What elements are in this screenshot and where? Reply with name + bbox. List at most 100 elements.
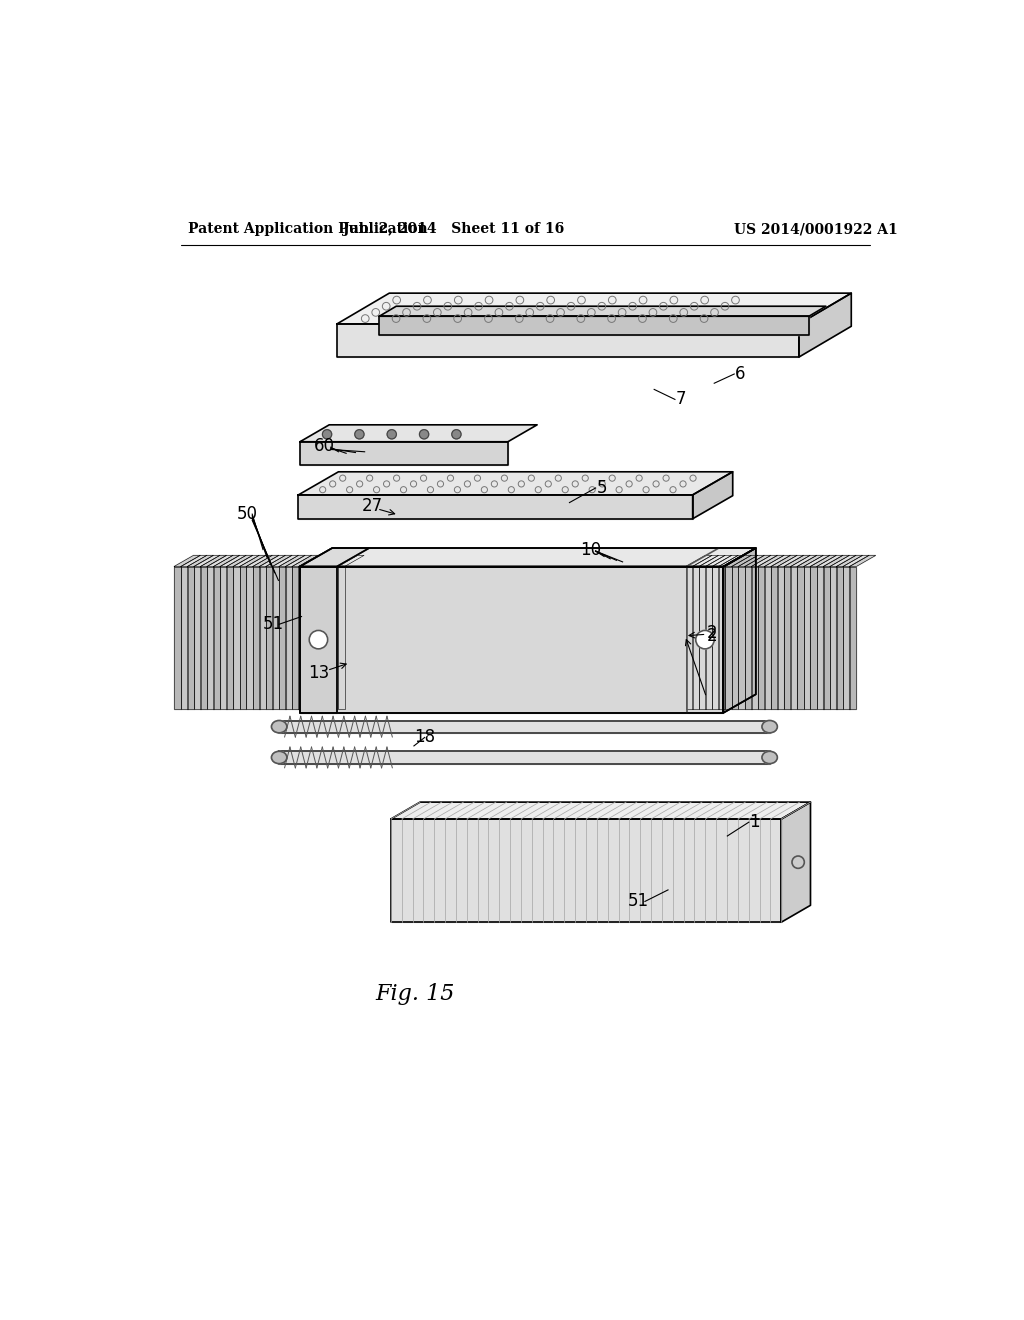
- Polygon shape: [246, 566, 253, 709]
- Circle shape: [387, 430, 396, 440]
- Text: 27: 27: [361, 498, 383, 515]
- Polygon shape: [311, 556, 338, 566]
- Circle shape: [695, 631, 714, 649]
- Polygon shape: [337, 323, 799, 358]
- Polygon shape: [391, 803, 810, 818]
- Polygon shape: [180, 556, 207, 566]
- Polygon shape: [213, 566, 220, 709]
- Text: 5: 5: [597, 479, 607, 496]
- Polygon shape: [305, 556, 332, 566]
- Polygon shape: [719, 556, 744, 566]
- Polygon shape: [686, 566, 692, 709]
- Polygon shape: [325, 566, 332, 709]
- Text: Fig. 15: Fig. 15: [376, 983, 455, 1005]
- Polygon shape: [738, 566, 745, 709]
- Polygon shape: [246, 556, 272, 566]
- Polygon shape: [829, 566, 837, 709]
- Polygon shape: [686, 556, 712, 566]
- Polygon shape: [253, 566, 259, 709]
- Polygon shape: [272, 566, 280, 709]
- Polygon shape: [174, 566, 181, 709]
- Polygon shape: [300, 548, 756, 566]
- Polygon shape: [194, 566, 201, 709]
- Circle shape: [309, 631, 328, 649]
- Polygon shape: [837, 556, 862, 566]
- Polygon shape: [758, 556, 784, 566]
- Polygon shape: [280, 751, 770, 763]
- Polygon shape: [265, 566, 272, 709]
- Polygon shape: [259, 566, 266, 709]
- Polygon shape: [298, 495, 692, 519]
- Polygon shape: [810, 566, 817, 709]
- Polygon shape: [797, 556, 823, 566]
- Circle shape: [323, 430, 332, 440]
- Circle shape: [420, 430, 429, 440]
- Text: 18: 18: [414, 729, 435, 746]
- Polygon shape: [849, 566, 856, 709]
- Polygon shape: [292, 566, 299, 709]
- Polygon shape: [298, 556, 325, 566]
- Polygon shape: [764, 556, 791, 566]
- Polygon shape: [771, 566, 778, 709]
- Polygon shape: [272, 556, 299, 566]
- Polygon shape: [201, 566, 207, 709]
- Text: Jan. 2, 2014   Sheet 11 of 16: Jan. 2, 2014 Sheet 11 of 16: [343, 222, 564, 236]
- Polygon shape: [391, 818, 781, 923]
- Text: 50: 50: [238, 506, 258, 523]
- Polygon shape: [791, 556, 817, 566]
- Polygon shape: [279, 556, 305, 566]
- Polygon shape: [253, 556, 279, 566]
- Text: 1: 1: [749, 813, 760, 832]
- Ellipse shape: [762, 751, 777, 763]
- Polygon shape: [305, 566, 312, 709]
- Polygon shape: [292, 556, 318, 566]
- Polygon shape: [298, 566, 305, 709]
- Polygon shape: [816, 566, 823, 709]
- Polygon shape: [213, 556, 240, 566]
- Polygon shape: [724, 548, 756, 713]
- Polygon shape: [849, 556, 876, 566]
- Polygon shape: [823, 556, 850, 566]
- Polygon shape: [265, 556, 292, 566]
- Polygon shape: [300, 548, 370, 566]
- Polygon shape: [174, 556, 201, 566]
- Polygon shape: [300, 442, 508, 465]
- Polygon shape: [298, 471, 733, 495]
- Polygon shape: [286, 566, 292, 709]
- Polygon shape: [379, 306, 826, 317]
- Ellipse shape: [762, 721, 777, 733]
- Polygon shape: [286, 556, 311, 566]
- Polygon shape: [207, 556, 233, 566]
- Polygon shape: [843, 556, 869, 566]
- Polygon shape: [784, 556, 810, 566]
- Polygon shape: [226, 566, 233, 709]
- Circle shape: [452, 430, 461, 440]
- Polygon shape: [829, 556, 856, 566]
- Polygon shape: [719, 566, 725, 709]
- Polygon shape: [731, 566, 738, 709]
- Polygon shape: [823, 566, 830, 709]
- Polygon shape: [220, 556, 246, 566]
- Text: Patent Application Publication: Patent Application Publication: [188, 222, 428, 236]
- Polygon shape: [706, 556, 732, 566]
- Polygon shape: [220, 566, 226, 709]
- Polygon shape: [799, 293, 851, 358]
- Polygon shape: [784, 566, 791, 709]
- Polygon shape: [180, 566, 187, 709]
- Polygon shape: [240, 556, 266, 566]
- Polygon shape: [300, 566, 724, 713]
- Polygon shape: [771, 556, 797, 566]
- Polygon shape: [325, 556, 351, 566]
- Text: 7: 7: [676, 391, 686, 408]
- Text: US 2014/0001922 A1: US 2014/0001922 A1: [734, 222, 898, 236]
- Polygon shape: [712, 566, 719, 709]
- Polygon shape: [781, 803, 810, 923]
- Polygon shape: [777, 556, 804, 566]
- Polygon shape: [187, 556, 213, 566]
- Polygon shape: [698, 556, 725, 566]
- Polygon shape: [744, 556, 771, 566]
- Polygon shape: [738, 556, 765, 566]
- Polygon shape: [331, 566, 338, 709]
- Text: 2: 2: [707, 624, 717, 642]
- Polygon shape: [837, 566, 843, 709]
